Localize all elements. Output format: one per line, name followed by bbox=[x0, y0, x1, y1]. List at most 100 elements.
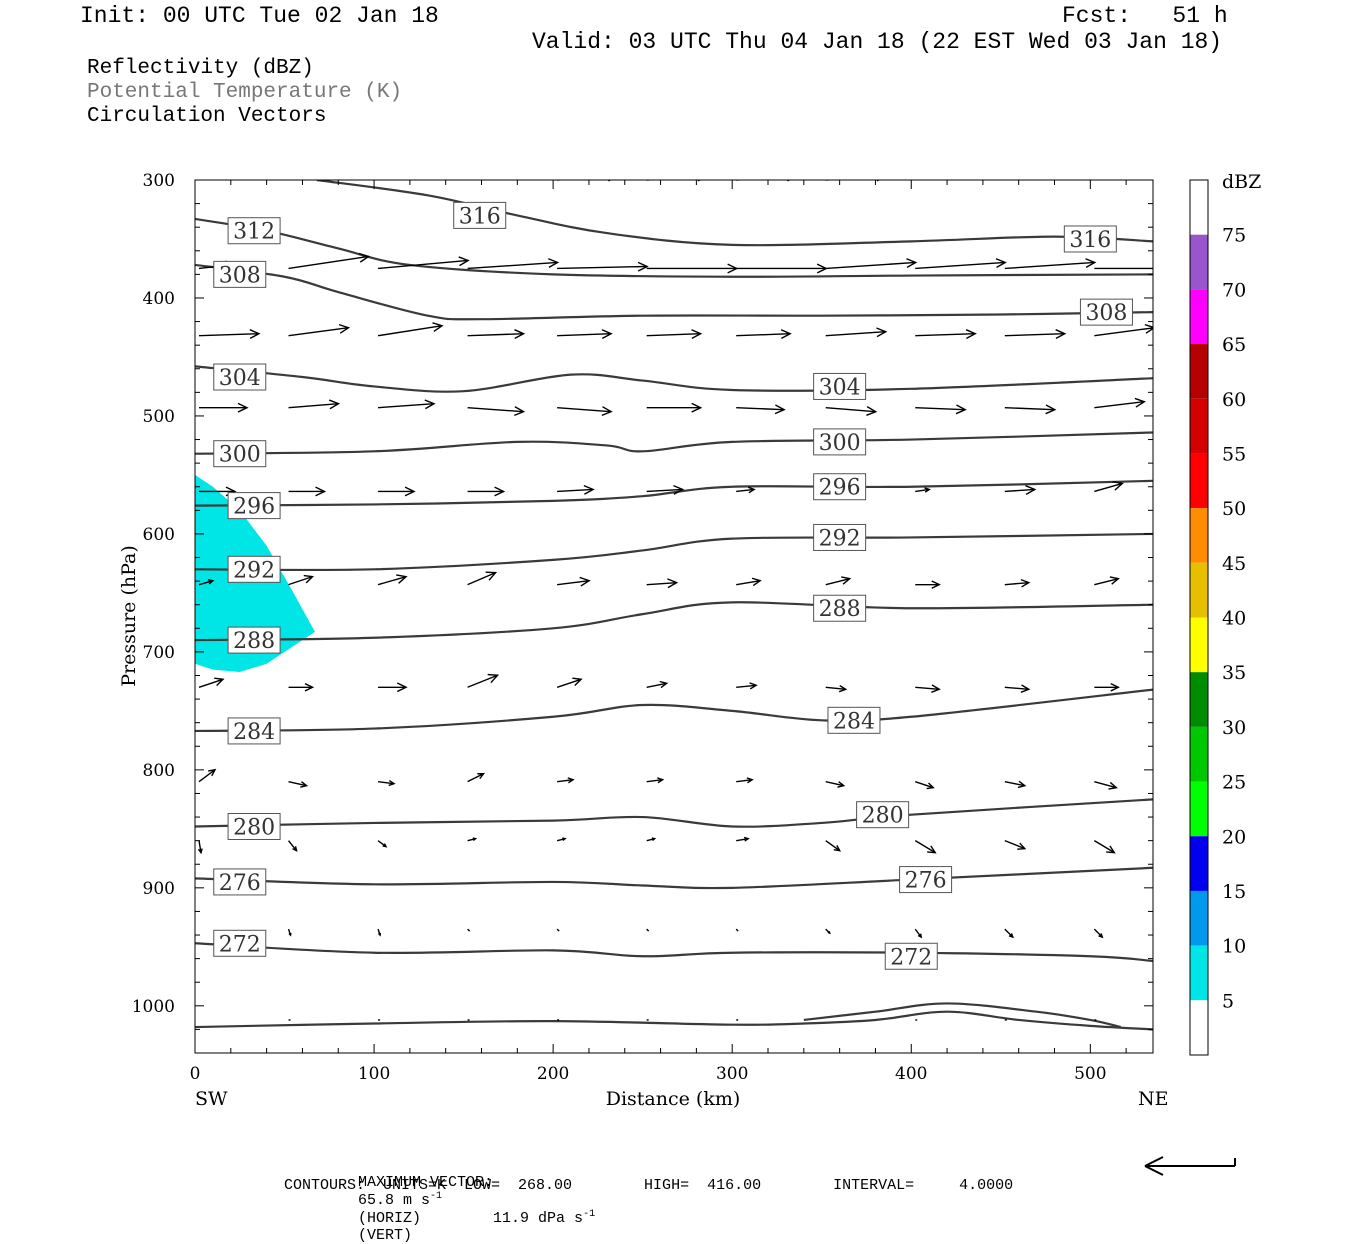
y-tick-label: 600 bbox=[143, 525, 175, 545]
vector-shaft bbox=[915, 406, 966, 411]
contour-label-text: 296 bbox=[819, 476, 861, 501]
vector-head bbox=[601, 406, 613, 417]
circulation-vector bbox=[736, 577, 762, 587]
vector-shaft bbox=[1094, 577, 1119, 586]
vector-head bbox=[572, 677, 583, 686]
vector-head bbox=[237, 402, 249, 413]
colorbar-swatch bbox=[1190, 672, 1208, 727]
circulation-vector bbox=[646, 680, 669, 689]
vector-head bbox=[304, 682, 315, 692]
vector-head bbox=[667, 578, 679, 589]
circulation-vector bbox=[377, 840, 388, 848]
vector-shaft bbox=[557, 180, 568, 181]
vector-head bbox=[432, 322, 444, 332]
contour-label-box bbox=[813, 523, 867, 551]
theta-contour-label-296: 296 bbox=[813, 473, 867, 501]
vector-head bbox=[1017, 842, 1027, 850]
theta-contour-label-296: 296 bbox=[227, 492, 281, 520]
y-tick-label: 500 bbox=[143, 407, 175, 427]
vector-head bbox=[917, 933, 923, 939]
contour-label-box bbox=[1079, 298, 1133, 326]
vector-shaft bbox=[288, 780, 307, 787]
vector-shaft bbox=[377, 840, 387, 848]
reference-vector-icon bbox=[1144, 1156, 1236, 1176]
vector-layer bbox=[197, 180, 1153, 1021]
contour-label-text: 312 bbox=[233, 220, 275, 245]
circulation-vector bbox=[556, 837, 567, 842]
vector-head bbox=[494, 486, 506, 497]
colorbar-label: 35 bbox=[1222, 662, 1246, 684]
contour-label-box bbox=[227, 626, 281, 654]
circulation-vector bbox=[736, 486, 756, 494]
vector-head bbox=[567, 777, 575, 784]
x-right-direction-label: NE bbox=[1138, 1088, 1169, 1110]
circulation-vector bbox=[1094, 780, 1118, 790]
theta-contour-288 bbox=[195, 601, 1153, 642]
theta-contour-label-304: 304 bbox=[813, 372, 867, 400]
colorbar-swatch bbox=[1190, 398, 1208, 454]
circulation-vector bbox=[557, 777, 575, 784]
contour-label-text: 276 bbox=[219, 871, 261, 896]
circulation-vector bbox=[646, 402, 703, 413]
vector-shaft bbox=[198, 333, 260, 337]
circulation-vector bbox=[1004, 928, 1014, 939]
vector-head bbox=[514, 329, 526, 340]
vector-shaft bbox=[736, 837, 749, 842]
circulation-vector bbox=[736, 777, 754, 784]
vector-shaft bbox=[557, 265, 648, 270]
colorbar-label: 25 bbox=[1222, 772, 1246, 794]
circulation-vector bbox=[198, 768, 217, 783]
vector-head bbox=[358, 252, 371, 263]
x-tick-label: 100 bbox=[358, 1064, 390, 1084]
colorbar-label: 45 bbox=[1222, 553, 1246, 575]
vector-shaft bbox=[377, 325, 443, 337]
colorbar-swatch bbox=[1190, 289, 1208, 345]
circulation-vector bbox=[646, 263, 739, 274]
contour-label-text: 308 bbox=[219, 263, 261, 288]
circulation-vector bbox=[915, 258, 1007, 270]
vector-head bbox=[691, 329, 703, 340]
vector-head bbox=[485, 571, 498, 581]
theta-contour-label-276: 276 bbox=[899, 866, 953, 894]
colorbar-swatch bbox=[1190, 1000, 1208, 1055]
vector-shaft bbox=[467, 572, 496, 586]
colorbar-label: 55 bbox=[1222, 443, 1246, 465]
circulation-vector bbox=[467, 406, 526, 417]
circulation-vector bbox=[377, 780, 396, 787]
vector-shaft bbox=[1093, 840, 1115, 854]
theta-contour-304 bbox=[195, 365, 1153, 393]
circulation-vector bbox=[1094, 323, 1153, 337]
contour-label-text: 304 bbox=[219, 366, 261, 391]
circulation-vector bbox=[287, 840, 298, 852]
circulation-vector bbox=[1094, 682, 1120, 692]
vector-head bbox=[751, 577, 762, 587]
theta-contour-label-284: 284 bbox=[227, 717, 281, 745]
vector-head bbox=[931, 684, 941, 693]
circulation-vector bbox=[1094, 576, 1120, 586]
circulation-vector bbox=[467, 772, 486, 783]
vector-shaft bbox=[646, 333, 701, 337]
vector-head bbox=[1144, 323, 1153, 334]
circulation-vector bbox=[557, 261, 649, 272]
y-axis-title: Pressure (hPa) bbox=[118, 545, 140, 687]
vector-shaft bbox=[1004, 928, 1014, 938]
circulation-vector bbox=[736, 836, 750, 842]
contour-label-text: 300 bbox=[819, 431, 861, 456]
circulation-vector bbox=[288, 682, 315, 692]
circulation-vector bbox=[467, 258, 560, 270]
theta-contour-label-304: 304 bbox=[213, 363, 267, 391]
circulation-vector bbox=[915, 329, 977, 339]
colorbar-label: 30 bbox=[1222, 717, 1246, 739]
contours-info: CONTOURS: UNITS=K LOW= 268.00 HIGH= 416.… bbox=[284, 1177, 1014, 1194]
colorbar-swatch bbox=[1190, 562, 1208, 618]
circulation-vector bbox=[825, 928, 831, 935]
contour-label-text: 284 bbox=[833, 709, 875, 734]
vector-shaft bbox=[825, 180, 837, 181]
circulation-vector bbox=[914, 928, 923, 939]
vector-head bbox=[328, 399, 341, 410]
circulation-vector bbox=[288, 399, 341, 410]
max-vector-vert: 11.9 dPa s bbox=[493, 1210, 584, 1227]
circulation-vector bbox=[735, 928, 739, 932]
theta-contour-label-316: 316 bbox=[453, 201, 507, 229]
contour-label-box bbox=[227, 555, 281, 583]
